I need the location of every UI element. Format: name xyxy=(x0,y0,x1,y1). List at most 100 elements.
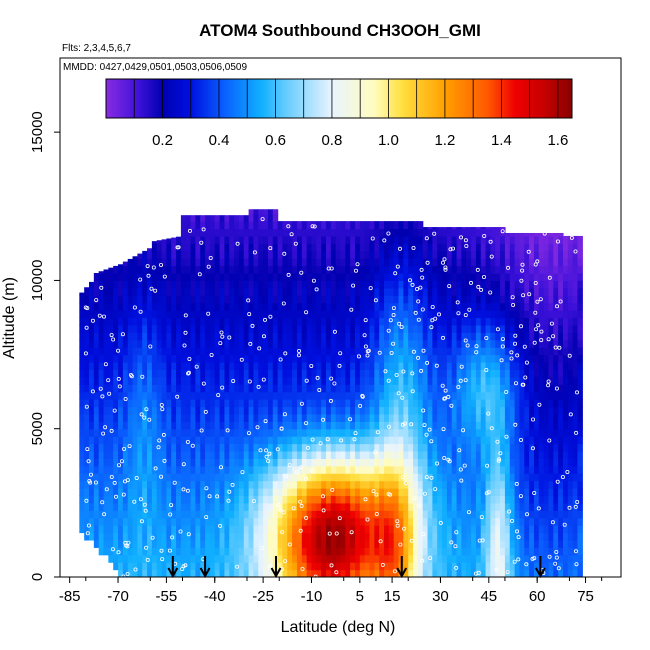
heatmap-cell xyxy=(137,287,143,296)
heatmap-cell xyxy=(490,384,496,393)
heatmap-cell xyxy=(562,562,569,571)
heatmap-cell xyxy=(519,232,525,237)
heatmap-cell xyxy=(147,495,153,504)
heatmap-cell xyxy=(161,384,167,393)
heatmap-cell xyxy=(258,450,264,459)
heatmap-cell xyxy=(258,347,264,356)
heatmap-cell xyxy=(437,347,443,356)
heatmap-cell xyxy=(350,280,356,289)
heatmap-cell xyxy=(306,436,313,445)
heatmap-cell xyxy=(335,273,342,282)
heatmap-cell xyxy=(335,443,342,452)
heatmap-cell xyxy=(113,287,119,296)
heatmap-cell xyxy=(296,510,303,519)
heatmap-cell xyxy=(519,243,525,252)
heatmap-cell xyxy=(296,480,303,489)
heatmap-cell xyxy=(282,221,288,230)
heatmap-cell xyxy=(451,273,458,282)
heatmap-cell xyxy=(524,413,530,422)
heatmap-cell xyxy=(393,317,400,326)
heatmap-cell xyxy=(296,406,303,415)
heatmap-cell xyxy=(325,480,332,489)
heatmap-cell xyxy=(118,280,124,289)
heatmap-cell xyxy=(219,436,226,445)
heatmap-cell xyxy=(533,232,540,237)
heatmap-cell xyxy=(393,510,400,519)
heatmap-cell xyxy=(214,554,221,563)
heatmap-cell xyxy=(562,302,569,311)
heatmap-cell xyxy=(417,488,424,497)
heatmap-cell xyxy=(195,391,201,400)
heatmap-cell xyxy=(466,450,472,459)
heatmap-cell xyxy=(451,406,458,415)
heatmap-cell xyxy=(166,317,172,326)
heatmap-cell xyxy=(543,273,550,282)
heatmap-cell xyxy=(176,473,182,482)
heatmap-cell xyxy=(567,569,574,577)
heatmap-cell xyxy=(538,480,545,489)
heatmap-cell xyxy=(567,280,574,289)
heatmap-cell xyxy=(301,391,308,400)
heatmap-cell xyxy=(442,354,448,363)
heatmap-cell xyxy=(475,235,482,244)
heatmap-cell xyxy=(214,265,221,274)
heatmap-cell xyxy=(379,361,385,370)
heatmap-cell xyxy=(485,450,492,459)
heatmap-cell xyxy=(180,250,187,259)
heatmap-cell xyxy=(325,361,332,370)
heatmap-cell xyxy=(98,413,105,422)
heatmap-cell xyxy=(403,502,409,511)
heatmap-cell xyxy=(103,458,109,467)
heatmap-cell xyxy=(282,287,288,296)
heatmap-cell xyxy=(524,502,530,511)
heatmap-cell xyxy=(355,332,361,341)
heatmap-cell xyxy=(277,265,284,274)
heatmap-cell xyxy=(118,532,124,541)
heatmap-cell xyxy=(180,488,187,497)
heatmap-cell xyxy=(161,250,167,259)
heatmap-cell xyxy=(330,480,337,489)
heatmap-cell xyxy=(471,539,477,548)
heatmap-cell xyxy=(122,532,129,541)
heatmap-cell xyxy=(93,339,100,348)
heatmap-cell xyxy=(205,287,211,296)
heatmap-cell xyxy=(243,324,250,333)
heatmap-cell xyxy=(282,265,288,274)
heatmap-cell xyxy=(572,428,579,437)
heatmap-cell xyxy=(442,361,448,370)
heatmap-cell xyxy=(219,354,226,363)
heatmap-cell xyxy=(176,413,182,422)
heatmap-cell xyxy=(253,421,259,430)
heatmap-cell xyxy=(301,302,308,311)
heatmap-cell xyxy=(446,235,453,244)
heatmap-cell xyxy=(364,539,371,548)
heatmap-cell xyxy=(219,332,226,341)
heatmap-cell xyxy=(132,317,138,326)
heatmap-cell xyxy=(171,324,177,333)
heatmap-cell xyxy=(263,443,269,452)
heatmap-cell xyxy=(127,399,134,408)
heatmap-cell xyxy=(248,347,255,356)
heatmap-cell xyxy=(325,539,332,548)
heatmap-cell xyxy=(325,228,332,237)
heatmap-cell xyxy=(296,310,303,319)
heatmap-cell xyxy=(572,317,579,326)
heatmap-cell xyxy=(340,480,346,489)
heatmap-cell xyxy=(538,376,545,385)
heatmap-cell xyxy=(364,488,371,497)
heatmap-cell xyxy=(166,495,172,504)
heatmap-cell xyxy=(132,399,138,408)
heatmap-cell xyxy=(180,243,187,252)
observation-point xyxy=(443,267,448,272)
heatmap-cell xyxy=(108,324,114,333)
heatmap-cell xyxy=(84,332,90,341)
heatmap-cell xyxy=(562,332,569,341)
heatmap-cell xyxy=(548,302,554,311)
heatmap-cell xyxy=(509,399,516,408)
heatmap-cell xyxy=(519,443,525,452)
heatmap-cell xyxy=(195,473,201,482)
heatmap-cell xyxy=(171,391,177,400)
heatmap-cell xyxy=(93,458,100,467)
heatmap-cell xyxy=(306,480,313,489)
heatmap-cell xyxy=(113,339,119,348)
